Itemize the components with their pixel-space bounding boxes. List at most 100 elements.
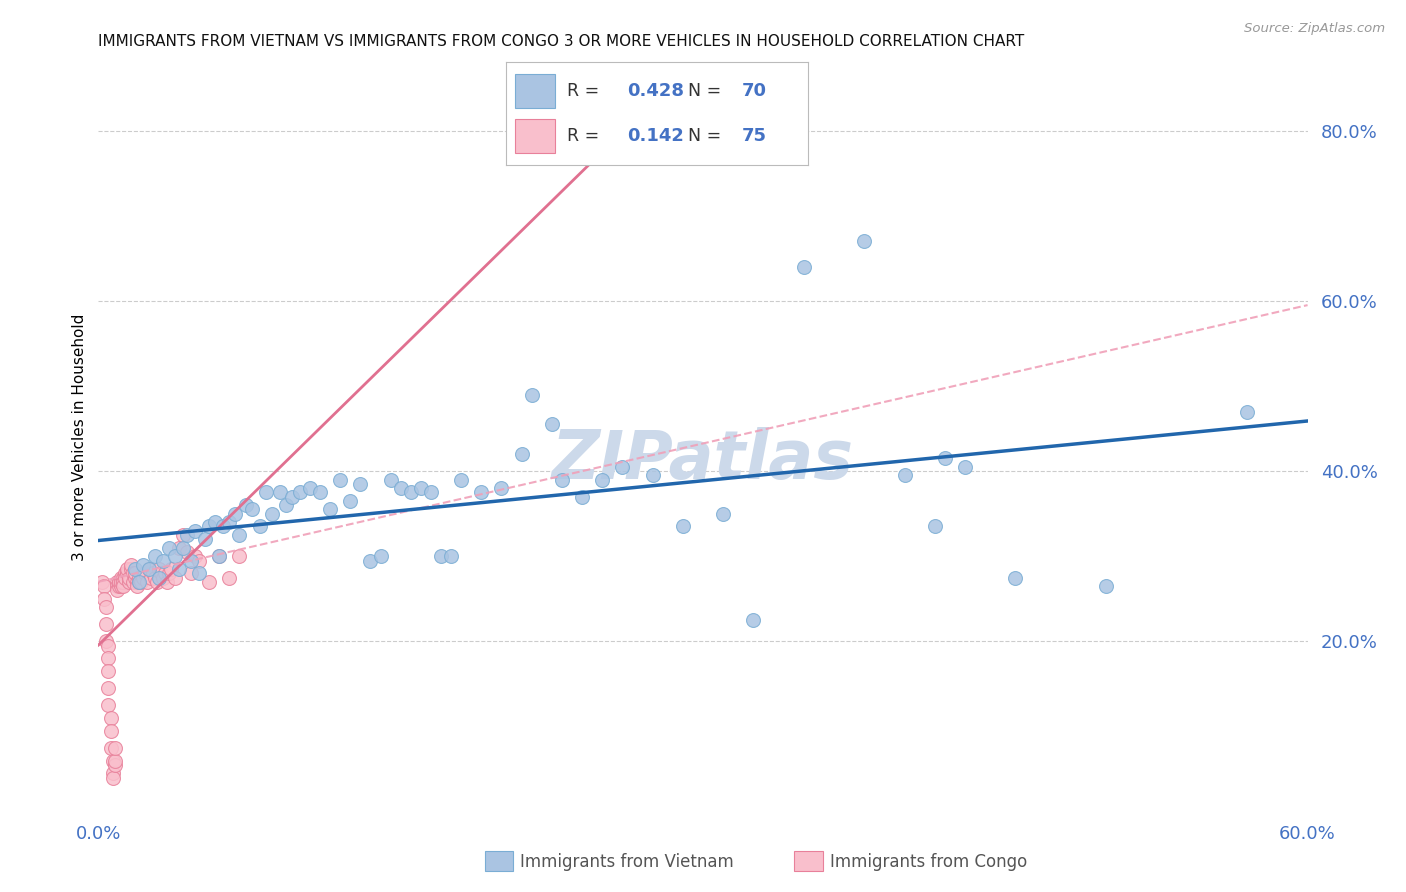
Point: [91, 574, 114, 589]
Point: [172, 528, 194, 542]
Point: [934, 451, 956, 466]
Point: [208, 549, 231, 564]
Point: [218, 515, 240, 529]
Point: [853, 234, 876, 248]
Point: [111, 579, 134, 593]
Text: IMMIGRANTS FROM VIETNAM VS IMMIGRANTS FROM CONGO 3 OR MORE VEHICLES IN HOUSEHOLD: IMMIGRANTS FROM VIETNAM VS IMMIGRANTS FR…: [98, 34, 1025, 49]
Point: [110, 574, 132, 589]
Point: [1236, 404, 1258, 418]
Point: [138, 562, 160, 576]
Point: [111, 574, 134, 589]
Point: [212, 519, 235, 533]
Point: [100, 723, 122, 738]
Point: [96, 617, 118, 632]
Point: [125, 574, 148, 589]
Point: [204, 515, 226, 529]
Point: [110, 579, 132, 593]
Point: [160, 562, 183, 576]
Point: [319, 502, 342, 516]
Point: [430, 549, 453, 564]
Point: [132, 558, 155, 572]
Point: [180, 566, 202, 581]
Point: [1004, 571, 1026, 585]
Point: [540, 417, 562, 432]
Point: [132, 571, 155, 585]
Point: [641, 468, 664, 483]
Point: [97, 664, 120, 678]
Point: [254, 485, 277, 500]
Text: N =: N =: [688, 127, 727, 145]
Point: [288, 485, 311, 500]
Point: [152, 571, 174, 585]
Point: [148, 562, 170, 576]
Point: [115, 566, 138, 581]
Point: [97, 639, 120, 653]
Point: [188, 566, 211, 581]
Point: [672, 519, 695, 533]
Point: [188, 553, 211, 567]
Point: [329, 473, 352, 487]
Text: Immigrants from Vietnam: Immigrants from Vietnam: [520, 853, 734, 871]
Point: [198, 519, 221, 533]
Text: 0.428: 0.428: [627, 82, 685, 100]
Point: [124, 566, 146, 581]
Point: [167, 562, 190, 576]
Point: [135, 574, 157, 589]
Point: [105, 579, 128, 593]
Point: [93, 591, 115, 606]
Text: 75: 75: [742, 127, 766, 145]
Point: [96, 600, 118, 615]
Point: [120, 558, 142, 572]
Point: [172, 541, 194, 555]
FancyBboxPatch shape: [515, 74, 554, 108]
Point: [101, 754, 124, 768]
Point: [249, 519, 271, 533]
Point: [309, 485, 332, 500]
Point: [176, 545, 198, 559]
Point: [591, 473, 613, 487]
Point: [281, 490, 304, 504]
Point: [103, 740, 125, 755]
Point: [440, 549, 463, 564]
Point: [163, 549, 186, 564]
Point: [105, 583, 128, 598]
Point: [103, 758, 125, 772]
Point: [124, 562, 146, 576]
Point: [1095, 579, 1118, 593]
Point: [612, 459, 634, 474]
Point: [128, 574, 150, 589]
Point: [491, 481, 513, 495]
Point: [107, 574, 129, 589]
Point: [100, 711, 122, 725]
Text: ZIPatlas: ZIPatlas: [553, 426, 853, 492]
Point: [228, 528, 250, 542]
Point: [118, 571, 141, 585]
Point: [360, 553, 382, 567]
Point: [97, 698, 120, 713]
FancyBboxPatch shape: [515, 119, 554, 153]
Point: [93, 579, 115, 593]
Point: [156, 574, 179, 589]
Point: [339, 494, 361, 508]
Point: [198, 574, 221, 589]
Point: [953, 459, 976, 474]
Point: [742, 613, 765, 627]
Point: [163, 571, 186, 585]
Text: Source: ZipAtlas.com: Source: ZipAtlas.com: [1244, 22, 1385, 36]
Point: [118, 574, 141, 589]
Point: [134, 566, 156, 581]
Point: [450, 473, 472, 487]
Point: [520, 387, 543, 401]
Point: [571, 490, 593, 504]
Point: [399, 485, 422, 500]
Point: [121, 566, 143, 581]
Y-axis label: 3 or more Vehicles in Household: 3 or more Vehicles in Household: [72, 313, 87, 561]
Point: [349, 476, 371, 491]
Point: [139, 571, 162, 585]
Point: [103, 754, 125, 768]
Point: [551, 473, 574, 487]
Point: [143, 549, 166, 564]
Point: [101, 766, 124, 780]
Point: [176, 528, 198, 542]
Point: [124, 571, 146, 585]
